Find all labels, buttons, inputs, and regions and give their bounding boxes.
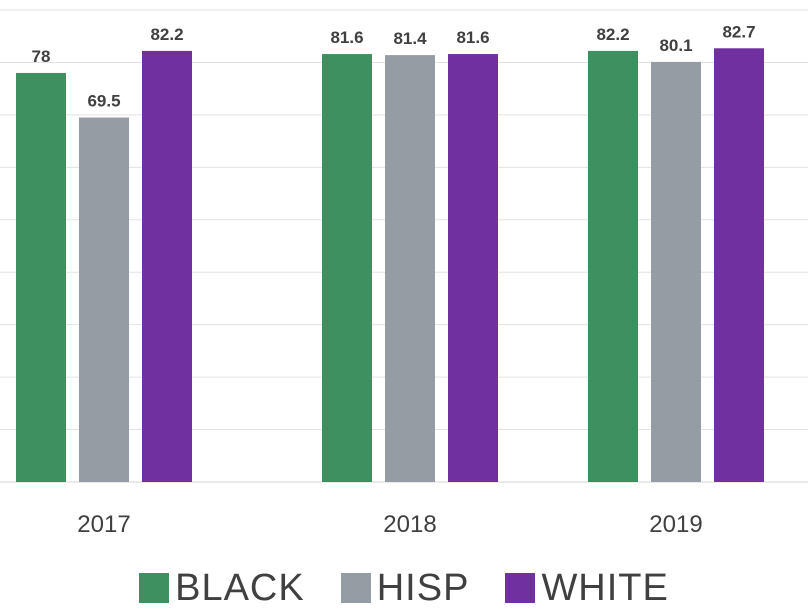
- data-label-black-2018: 81.6: [330, 28, 363, 47]
- data-label-hisp-2017: 69.5: [87, 92, 120, 111]
- legend-swatch-hisp: [340, 573, 371, 603]
- bar-white-2019: [714, 48, 764, 482]
- x-tick-label-2018: 2018: [383, 511, 436, 538]
- bar-black-2017: [16, 72, 66, 482]
- legend: BLACK HISP WHITE: [0, 566, 808, 610]
- data-labels: 78 69.5 82.2 81.6 81.4 81.6 82.2 80.1 82.7: [32, 22, 756, 110]
- x-tick-label-2017: 2017: [77, 511, 130, 538]
- data-label-black-2019: 82.2: [596, 25, 629, 44]
- bar-hisp-2018: [385, 55, 435, 482]
- bar-white-2017: [142, 50, 192, 482]
- legend-label-hisp: HISP: [376, 567, 470, 609]
- legend-item-black: BLACK: [139, 568, 305, 608]
- bar-black-2019: [588, 50, 638, 482]
- legend-swatch-white: [505, 573, 536, 603]
- legend-label-white: WHITE: [541, 567, 669, 609]
- bar-hisp-2019: [651, 61, 701, 483]
- legend-item-hisp: HISP: [340, 567, 470, 609]
- legend-label-black: BLACK: [175, 567, 305, 609]
- bars: [16, 48, 764, 483]
- data-label-white-2017: 82.2: [150, 25, 183, 44]
- data-label-hisp-2018: 81.4: [393, 29, 427, 48]
- legend-swatch-black: [139, 573, 170, 603]
- x-axis-labels: 2017 2018 2019: [77, 511, 702, 538]
- legend-item-white: WHITE: [505, 568, 668, 608]
- data-label-white-2019: 82.7: [722, 22, 755, 41]
- bar-black-2018: [322, 54, 372, 482]
- bar-white-2018: [448, 54, 498, 482]
- x-tick-label-2019: 2019: [649, 511, 702, 538]
- bar-hisp-2017: [79, 117, 129, 482]
- data-label-hisp-2019: 80.1: [659, 36, 692, 55]
- data-label-white-2018: 81.6: [456, 28, 489, 47]
- data-label-black-2017: 78: [32, 47, 51, 66]
